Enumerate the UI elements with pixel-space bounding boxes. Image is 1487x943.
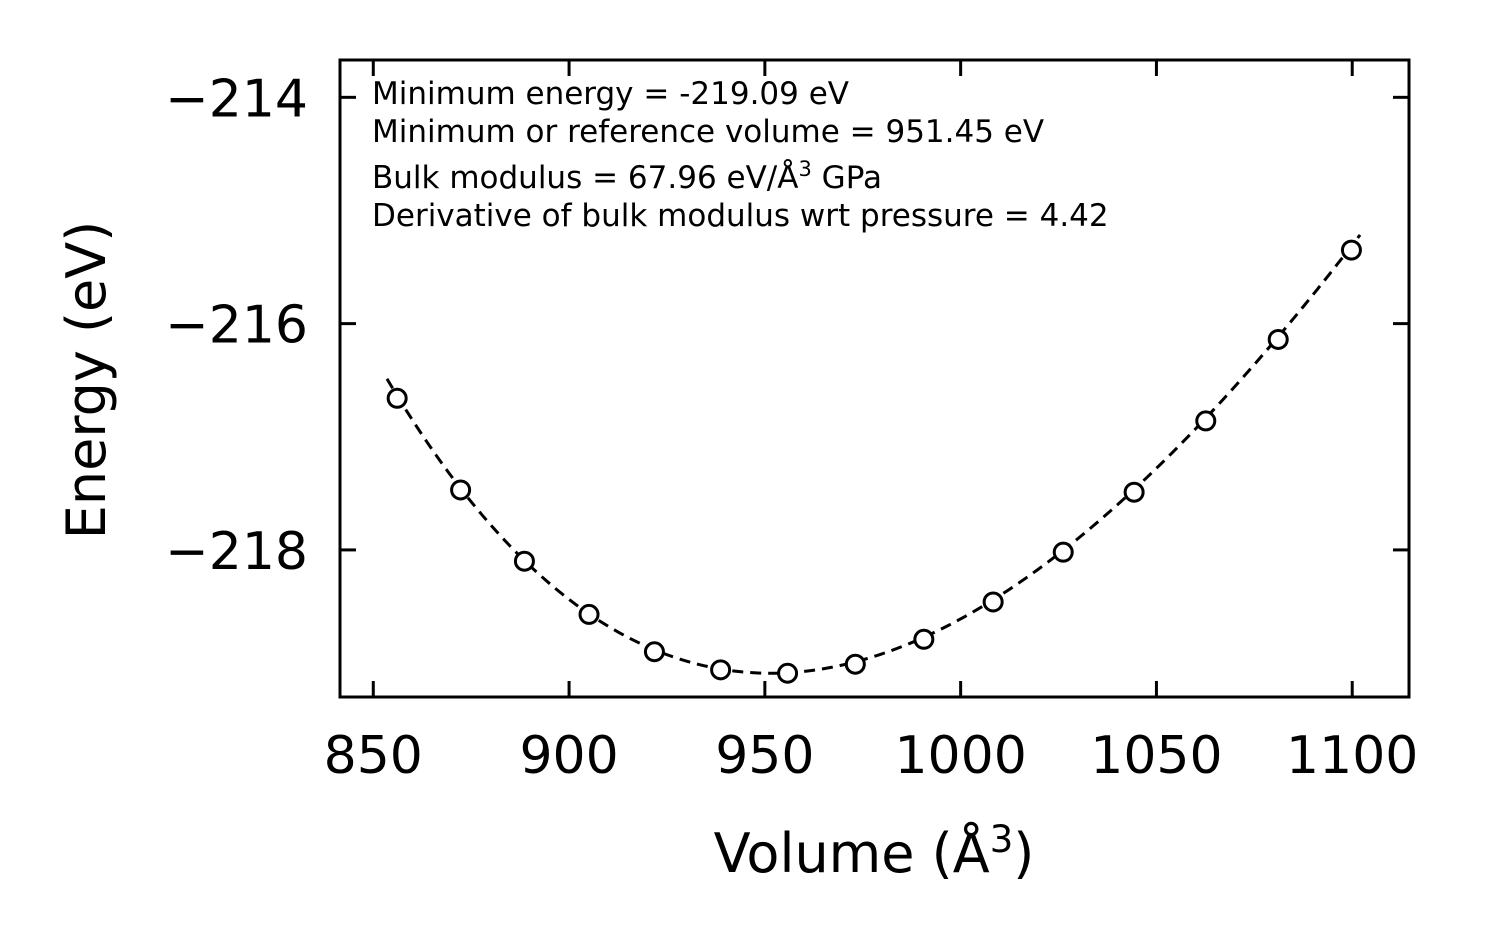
x-tick-label: 950 bbox=[715, 726, 814, 786]
plot-frame bbox=[338, 58, 1411, 699]
annotation-bulk-modulus-text: Bulk modulus = 67.96 eV/Å bbox=[372, 160, 798, 196]
data-point bbox=[1267, 328, 1289, 350]
data-points-layer bbox=[386, 239, 1362, 684]
data-point bbox=[1340, 239, 1362, 261]
data-point bbox=[844, 653, 866, 675]
annotation-bulk-modulus-unit: GPa bbox=[812, 160, 882, 196]
data-point bbox=[643, 641, 665, 663]
data-point bbox=[1052, 541, 1074, 563]
y-tick-label: −214 bbox=[165, 69, 308, 129]
x-axis-title-sup: 3 bbox=[990, 818, 1014, 861]
y-tick-label: −216 bbox=[165, 296, 308, 356]
annotation-bulk-modulus: Bulk modulus = 67.96 eV/Å3 GPa bbox=[372, 157, 882, 196]
data-point bbox=[513, 550, 535, 572]
data-point bbox=[578, 603, 600, 625]
x-tick-label: 850 bbox=[324, 726, 423, 786]
data-point bbox=[1195, 410, 1217, 432]
x-tick-label: 1050 bbox=[1090, 726, 1222, 786]
data-point bbox=[710, 659, 732, 681]
data-point bbox=[1123, 481, 1145, 503]
annotation-min-volume: Minimum or reference volume = 951.45 eV bbox=[372, 114, 1044, 150]
x-axis-title-text: Volume (Å bbox=[714, 821, 990, 885]
data-point bbox=[450, 479, 472, 501]
annotation-bulk-modulus-sup: 3 bbox=[798, 157, 811, 181]
fit-curve-layer bbox=[385, 234, 1362, 675]
x-tick-label: 1100 bbox=[1286, 726, 1418, 786]
data-point bbox=[982, 591, 1004, 613]
y-axis-title: Energy (eV) bbox=[55, 221, 118, 540]
tick-layer: 850 900 950 1000 1050 1100 −214 −216 −218 bbox=[165, 60, 1418, 786]
x-axis-title-end: ) bbox=[1013, 822, 1034, 885]
annotation-bulk-derivative: Derivative of bulk modulus wrt pressure … bbox=[372, 198, 1109, 234]
x-tick-label: 900 bbox=[519, 726, 618, 786]
data-point bbox=[777, 662, 799, 684]
y-tick-label: −218 bbox=[165, 522, 308, 582]
data-point bbox=[386, 387, 408, 409]
fit-curve bbox=[385, 234, 1362, 675]
data-point bbox=[913, 628, 935, 650]
x-tick-label: 1000 bbox=[894, 726, 1026, 786]
x-axis-title: Volume (Å3) bbox=[714, 818, 1035, 885]
annotation-min-energy: Minimum energy = -219.09 eV bbox=[372, 76, 849, 112]
